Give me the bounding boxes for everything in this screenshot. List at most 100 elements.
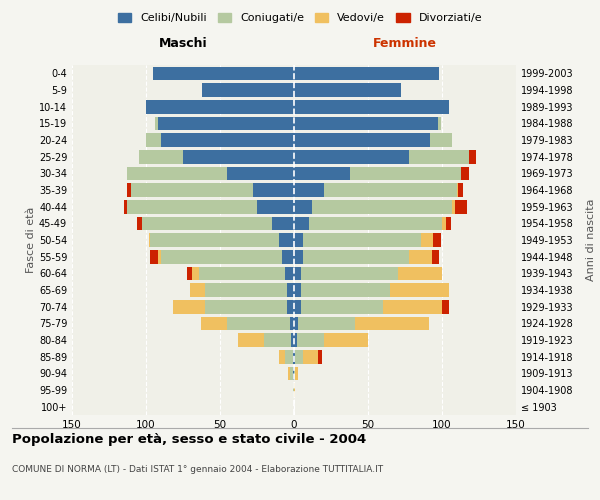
Bar (294, 383, 295, 397)
Text: Maschi: Maschi (158, 37, 208, 50)
Bar (146, 100, 294, 114)
Bar (350, 166, 461, 180)
Text: Popolazione per età, sesso e stato civile - 2004: Popolazione per età, sesso e stato civil… (12, 432, 366, 446)
Bar (158, 250, 161, 264)
Bar (442, 216, 446, 230)
Text: COMUNE DI NORMA (LT) - Dati ISTAT 1° gennaio 2004 - Elaborazione TUTTITALIA.IT: COMUNE DI NORMA (LT) - Dati ISTAT 1° gen… (12, 466, 383, 474)
Bar (295, 366, 298, 380)
Bar (285, 350, 293, 364)
Bar (146, 133, 161, 147)
Bar (442, 300, 449, 314)
Bar (294, 250, 303, 264)
Bar (294, 316, 298, 330)
Bar (293, 350, 294, 364)
Bar (279, 233, 294, 247)
Bar (294, 283, 301, 297)
Bar (288, 366, 290, 380)
Bar (433, 233, 440, 247)
Bar (158, 116, 294, 130)
Y-axis label: Fasce di età: Fasce di età (26, 207, 36, 273)
Bar (312, 200, 452, 213)
Bar (205, 300, 287, 314)
Bar (127, 166, 227, 180)
Bar (294, 350, 295, 364)
Bar (294, 300, 301, 314)
Bar (294, 116, 437, 130)
Bar (142, 216, 272, 230)
Bar (461, 166, 469, 180)
Bar (127, 183, 131, 197)
Bar (201, 316, 227, 330)
Bar (457, 183, 458, 197)
Text: Anni di nascita: Anni di nascita (586, 198, 596, 281)
Bar (190, 283, 205, 297)
Bar (293, 383, 294, 397)
Bar (409, 250, 431, 264)
Bar (287, 300, 294, 314)
Bar (205, 283, 287, 297)
Bar (390, 283, 449, 297)
Bar (279, 350, 285, 364)
Bar (124, 200, 127, 213)
Bar (161, 250, 282, 264)
Bar (285, 266, 294, 280)
Bar (294, 133, 430, 147)
Bar (187, 266, 192, 280)
Bar (409, 150, 469, 164)
Bar (294, 366, 295, 380)
Bar (149, 233, 151, 247)
Bar (437, 116, 440, 130)
Bar (355, 316, 428, 330)
Bar (290, 366, 293, 380)
Bar (430, 133, 452, 147)
Bar (469, 150, 476, 164)
Bar (303, 250, 409, 264)
Bar (155, 116, 158, 130)
Bar (323, 333, 368, 347)
Bar (294, 66, 439, 80)
Bar (192, 266, 199, 280)
Bar (294, 200, 312, 213)
Bar (287, 283, 294, 297)
Text: Femmine: Femmine (373, 37, 437, 50)
Bar (294, 166, 350, 180)
Bar (446, 216, 451, 230)
Bar (183, 150, 294, 164)
Bar (295, 350, 303, 364)
Bar (227, 166, 294, 180)
Bar (294, 216, 309, 230)
Bar (137, 216, 142, 230)
Bar (458, 183, 463, 197)
Bar (202, 83, 294, 97)
Bar (131, 183, 253, 197)
Bar (294, 183, 323, 197)
Bar (127, 200, 257, 213)
Bar (301, 283, 390, 297)
Bar (294, 83, 401, 97)
Bar (303, 233, 421, 247)
Bar (161, 133, 294, 147)
Bar (317, 350, 322, 364)
Bar (431, 250, 439, 264)
Bar (294, 266, 301, 280)
Bar (282, 250, 294, 264)
Bar (199, 266, 285, 280)
Bar (139, 150, 183, 164)
Bar (265, 333, 291, 347)
Bar (452, 200, 455, 213)
Bar (383, 300, 442, 314)
Bar (309, 216, 442, 230)
Bar (298, 316, 355, 330)
Bar (272, 216, 294, 230)
Bar (294, 150, 409, 164)
Bar (291, 333, 294, 347)
Bar (294, 100, 449, 114)
Legend: Celibi/Nubili, Coniugati/e, Vedovi/e, Divorziati/e: Celibi/Nubili, Coniugati/e, Vedovi/e, Di… (113, 8, 487, 28)
Bar (293, 366, 294, 380)
Bar (290, 316, 294, 330)
Bar (294, 333, 297, 347)
Bar (323, 183, 457, 197)
Bar (297, 333, 323, 347)
Bar (303, 350, 317, 364)
Bar (294, 233, 303, 247)
